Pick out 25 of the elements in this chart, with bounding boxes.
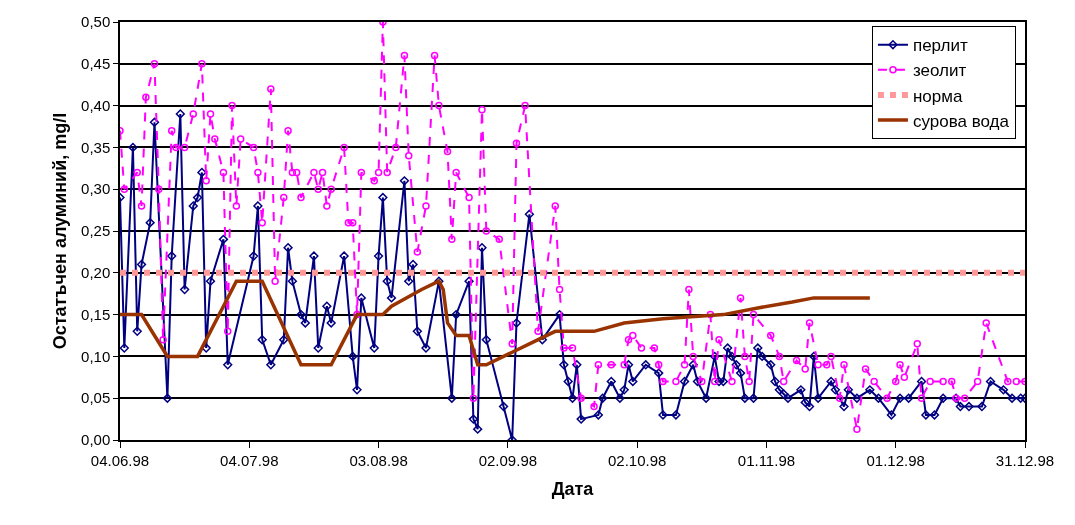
- y-tick-label: 0,20: [81, 264, 111, 282]
- y-tick-label: 0,05: [81, 389, 111, 407]
- y-tick-label: 0,15: [81, 305, 111, 323]
- x-tick-label: 01.12.98: [866, 451, 925, 469]
- x-tick-label: 01.11.98: [737, 451, 796, 469]
- x-tick-label: 31.12.98: [995, 451, 1055, 469]
- x-tick-label: 04.07.98: [220, 451, 279, 469]
- legend-label: сурова вода: [912, 111, 1010, 131]
- y-tick-label: 0,10: [81, 347, 111, 365]
- x-tick-label: 02.09.98: [478, 451, 538, 469]
- y-tick-label: 0,50: [81, 13, 111, 31]
- x-tick-label: 04.06.98: [90, 451, 150, 469]
- legend-label: норма: [912, 86, 963, 106]
- legend-label: зеолит: [912, 61, 967, 81]
- y-tick-label: 0,25: [81, 222, 111, 240]
- y-tick-label: 0,35: [81, 138, 111, 156]
- x-tick-label: 02.10.98: [607, 451, 667, 469]
- y-tick-label: 0,30: [81, 180, 111, 198]
- y-tick-label: 0,00: [81, 431, 111, 449]
- y-axis-title: Остатъчен алуминий, mg/l: [49, 112, 70, 350]
- x-tick-label: 03.08.98: [349, 451, 408, 469]
- x-axis-title: Дата: [551, 479, 595, 500]
- legend-label: перлит: [912, 36, 968, 56]
- y-tick-label: 0,40: [81, 96, 111, 114]
- y-tick-label: 0,45: [81, 55, 111, 73]
